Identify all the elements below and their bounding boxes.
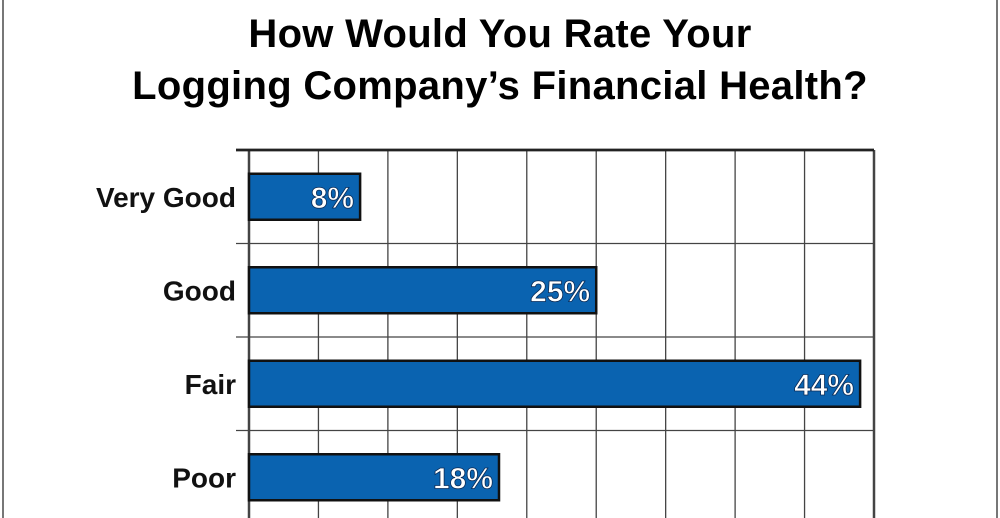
chart-title-line-2: Logging Company’s Financial Health? [132, 64, 868, 108]
category-label: Poor [172, 462, 236, 493]
value-label: 25% [530, 275, 590, 308]
frame-left-border [2, 0, 4, 518]
value-label: 8% [311, 182, 354, 215]
bar-fair [247, 359, 862, 408]
value-label: 44% [794, 369, 854, 402]
category-label: Very Good [96, 182, 236, 213]
chart-title-line-1: How Would You Rate Your [248, 12, 752, 56]
bar-very-good [247, 172, 362, 221]
category-label: Fair [185, 369, 236, 400]
frame-right-border [996, 0, 998, 518]
category-label: Good [163, 275, 236, 306]
bar-poor [247, 453, 501, 502]
value-label: 18% [433, 462, 493, 495]
bar-good [247, 266, 598, 315]
